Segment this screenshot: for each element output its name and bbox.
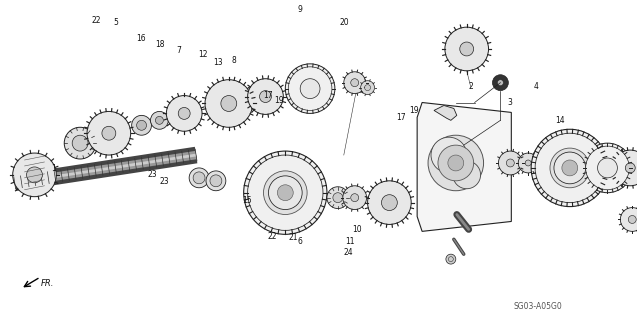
Circle shape xyxy=(344,72,365,93)
Circle shape xyxy=(525,160,531,166)
Circle shape xyxy=(438,145,474,181)
Text: FR.: FR. xyxy=(40,279,54,288)
Text: 9: 9 xyxy=(297,5,302,14)
Text: 19: 19 xyxy=(409,106,419,115)
Circle shape xyxy=(285,64,335,114)
Circle shape xyxy=(367,181,411,225)
Circle shape xyxy=(586,146,629,190)
Polygon shape xyxy=(417,102,511,231)
Circle shape xyxy=(431,137,467,173)
Circle shape xyxy=(562,160,578,176)
Text: 7: 7 xyxy=(177,46,182,55)
Text: 3: 3 xyxy=(508,98,513,107)
Circle shape xyxy=(13,153,56,197)
Text: 23: 23 xyxy=(147,170,157,179)
Circle shape xyxy=(351,194,358,202)
Circle shape xyxy=(150,111,168,129)
Circle shape xyxy=(625,163,636,173)
Circle shape xyxy=(628,216,636,223)
Circle shape xyxy=(102,126,116,140)
Text: 24: 24 xyxy=(344,248,353,257)
Circle shape xyxy=(87,111,131,155)
Text: 18: 18 xyxy=(156,40,165,48)
Circle shape xyxy=(497,80,504,85)
Text: 16: 16 xyxy=(136,34,146,43)
Circle shape xyxy=(445,27,488,71)
Text: 17: 17 xyxy=(263,91,273,100)
Circle shape xyxy=(453,161,481,189)
Circle shape xyxy=(446,254,456,264)
Text: 13: 13 xyxy=(214,58,223,67)
Text: 4: 4 xyxy=(533,82,538,91)
Circle shape xyxy=(449,257,453,262)
Circle shape xyxy=(179,108,190,119)
Text: 10: 10 xyxy=(352,225,362,234)
Circle shape xyxy=(343,186,367,210)
Circle shape xyxy=(518,153,538,173)
Circle shape xyxy=(210,175,222,187)
Circle shape xyxy=(535,133,605,203)
Circle shape xyxy=(620,208,640,231)
Text: 5: 5 xyxy=(113,19,118,27)
Circle shape xyxy=(300,79,320,99)
Circle shape xyxy=(327,187,349,209)
Circle shape xyxy=(499,151,522,175)
Circle shape xyxy=(27,167,42,183)
Circle shape xyxy=(72,135,88,151)
Circle shape xyxy=(264,171,307,214)
Text: 21: 21 xyxy=(289,234,298,242)
Circle shape xyxy=(277,185,293,201)
Circle shape xyxy=(582,143,632,193)
Text: 11: 11 xyxy=(346,237,355,246)
Circle shape xyxy=(166,96,202,131)
Circle shape xyxy=(448,155,464,171)
Circle shape xyxy=(205,80,253,127)
Text: 19: 19 xyxy=(274,97,284,106)
Circle shape xyxy=(64,127,96,159)
Circle shape xyxy=(361,81,374,94)
Text: 15: 15 xyxy=(242,196,252,205)
Text: 23: 23 xyxy=(160,176,170,186)
Circle shape xyxy=(248,79,284,115)
Text: 1: 1 xyxy=(51,165,56,174)
Text: 22: 22 xyxy=(268,233,277,241)
Circle shape xyxy=(365,85,371,91)
Circle shape xyxy=(268,176,302,210)
Text: 22: 22 xyxy=(92,17,101,26)
Text: 12: 12 xyxy=(198,50,207,59)
Text: 20: 20 xyxy=(339,19,349,27)
Text: SG03-A05G0: SG03-A05G0 xyxy=(514,302,563,311)
Polygon shape xyxy=(434,106,457,120)
Circle shape xyxy=(428,135,484,191)
Circle shape xyxy=(550,148,589,188)
Text: 6: 6 xyxy=(297,237,302,246)
Circle shape xyxy=(493,75,508,91)
Text: 14: 14 xyxy=(555,116,564,125)
Circle shape xyxy=(506,159,515,167)
Circle shape xyxy=(612,150,640,186)
Circle shape xyxy=(136,120,147,130)
Circle shape xyxy=(244,151,327,234)
Circle shape xyxy=(351,79,358,87)
Text: 17: 17 xyxy=(396,113,406,122)
Circle shape xyxy=(248,155,323,230)
Circle shape xyxy=(132,115,152,135)
Text: 8: 8 xyxy=(232,56,237,65)
Circle shape xyxy=(189,168,209,188)
Circle shape xyxy=(531,129,609,207)
Text: 2: 2 xyxy=(468,82,474,91)
Circle shape xyxy=(156,116,163,124)
Circle shape xyxy=(333,193,343,203)
Circle shape xyxy=(260,91,271,102)
Circle shape xyxy=(460,42,474,56)
Circle shape xyxy=(193,172,205,184)
Circle shape xyxy=(288,67,332,110)
Circle shape xyxy=(554,152,586,184)
Circle shape xyxy=(381,195,397,211)
Circle shape xyxy=(221,96,237,111)
Circle shape xyxy=(441,148,470,178)
Circle shape xyxy=(206,171,226,191)
Circle shape xyxy=(598,158,618,178)
